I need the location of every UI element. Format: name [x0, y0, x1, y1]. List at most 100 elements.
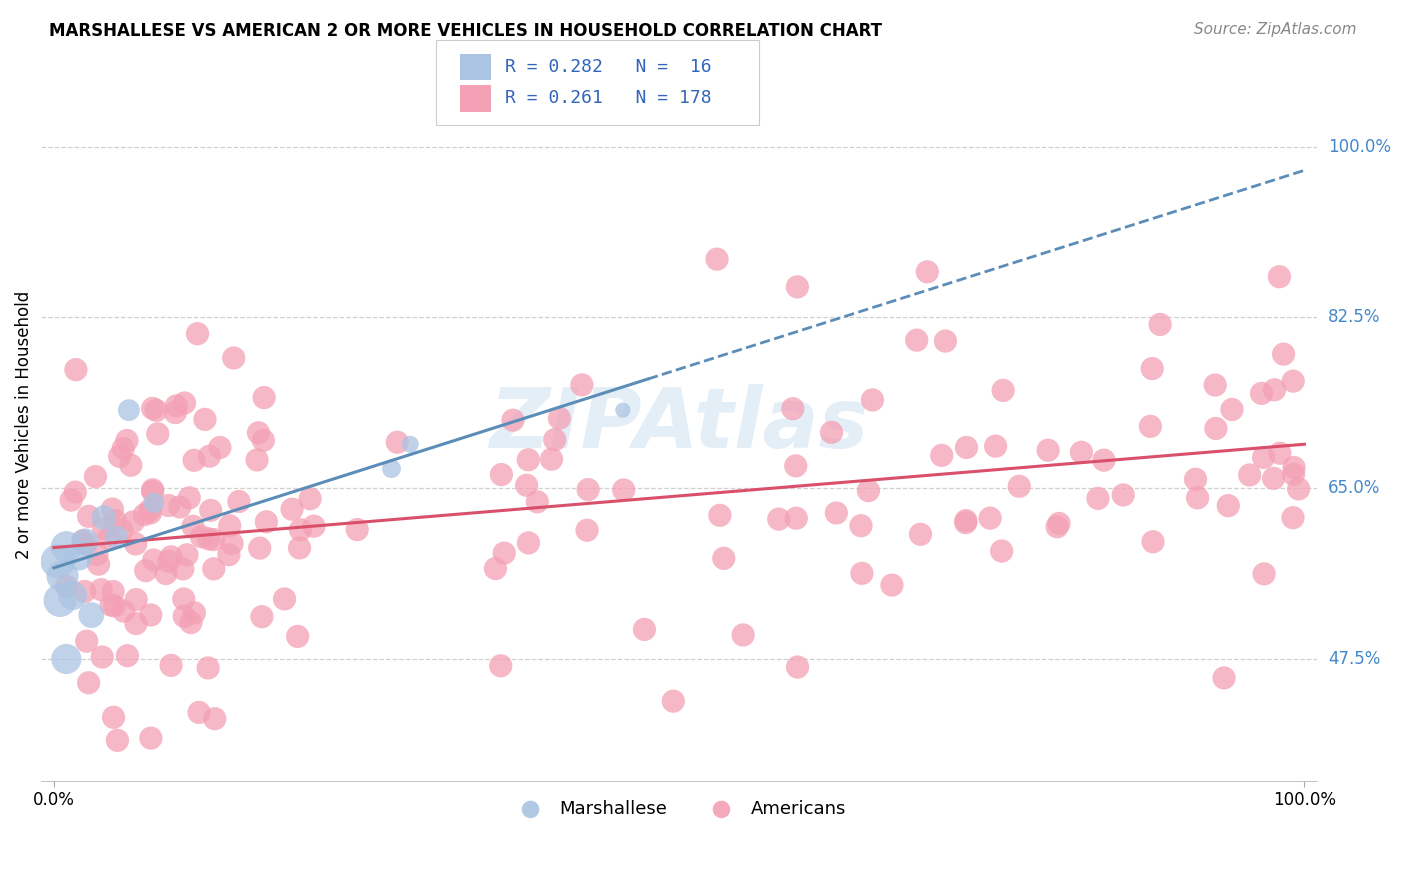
Point — [862, 392, 884, 407]
Point — [142, 483, 165, 497]
Point — [72, 533, 94, 548]
Text: R = 0.261   N = 178: R = 0.261 N = 178 — [505, 89, 711, 107]
Point — [1282, 510, 1305, 524]
Point — [118, 403, 141, 417]
Point — [80, 608, 103, 623]
Point — [252, 434, 274, 448]
Point — [516, 478, 538, 492]
Point — [1149, 318, 1171, 332]
Point — [785, 511, 807, 525]
Point — [135, 564, 157, 578]
Point — [222, 351, 245, 365]
Point — [576, 523, 599, 537]
Point — [139, 607, 162, 622]
Point — [208, 441, 231, 455]
Point — [544, 433, 567, 447]
Point — [910, 527, 932, 541]
Point — [1187, 491, 1209, 505]
Point — [706, 252, 728, 267]
Point — [125, 592, 148, 607]
Point — [955, 514, 977, 528]
Point — [67, 549, 90, 564]
Y-axis label: 2 or more Vehicles in Household: 2 or more Vehicles in Household — [15, 291, 32, 559]
Point — [103, 599, 125, 613]
Point — [55, 579, 77, 593]
Point — [124, 537, 146, 551]
Point — [494, 546, 516, 560]
Point — [851, 566, 873, 581]
Point — [1047, 516, 1070, 531]
Point — [955, 441, 977, 455]
Point — [1239, 467, 1261, 482]
Point — [188, 706, 211, 720]
Text: 65.0%: 65.0% — [1329, 479, 1381, 497]
Point — [84, 469, 107, 483]
Point — [120, 458, 142, 473]
Point — [786, 280, 808, 294]
Point — [820, 425, 842, 440]
Point — [112, 604, 135, 618]
Text: MARSHALLESE VS AMERICAN 2 OR MORE VEHICLES IN HOUSEHOLD CORRELATION CHART: MARSHALLESE VS AMERICAN 2 OR MORE VEHICL… — [49, 22, 882, 40]
Point — [1268, 269, 1291, 284]
Point — [52, 569, 75, 583]
Point — [346, 523, 368, 537]
Point — [1184, 472, 1206, 486]
Point — [103, 584, 125, 599]
Point — [273, 591, 295, 606]
Point — [1263, 471, 1285, 485]
Point — [1253, 450, 1275, 465]
Point — [194, 412, 217, 426]
Point — [288, 541, 311, 555]
Point — [142, 496, 165, 510]
Point — [111, 523, 134, 537]
Point — [160, 658, 183, 673]
Point — [713, 551, 735, 566]
Point — [991, 384, 1014, 398]
Point — [157, 499, 180, 513]
Point — [1263, 383, 1285, 397]
Point — [849, 518, 872, 533]
Point — [489, 658, 512, 673]
Point — [1139, 419, 1161, 434]
Point — [100, 598, 122, 612]
Point — [197, 532, 219, 546]
Point — [1046, 520, 1069, 534]
Point — [173, 591, 195, 606]
Point — [91, 650, 114, 665]
Point — [880, 578, 903, 592]
Point — [733, 628, 755, 642]
Point — [146, 426, 169, 441]
Text: 82.5%: 82.5% — [1329, 309, 1381, 326]
Point — [387, 435, 409, 450]
Point — [169, 500, 191, 514]
Point — [186, 326, 208, 341]
Point — [1213, 671, 1236, 685]
Point — [979, 511, 1001, 525]
Point — [299, 491, 322, 506]
Point — [1205, 421, 1227, 435]
Point — [103, 710, 125, 724]
Point — [1272, 347, 1295, 361]
Point — [190, 530, 212, 544]
Legend: Marshallese, Americans: Marshallese, Americans — [505, 793, 853, 825]
Point — [173, 396, 195, 410]
Point — [1253, 566, 1275, 581]
Point — [60, 493, 83, 508]
Point — [571, 377, 593, 392]
Point — [302, 519, 325, 533]
Point — [165, 399, 187, 413]
Point — [97, 531, 120, 545]
Point — [93, 510, 115, 524]
Point — [200, 503, 222, 517]
Point — [77, 509, 100, 524]
Point — [172, 562, 194, 576]
Point — [931, 449, 953, 463]
Point — [107, 733, 129, 747]
Point — [218, 518, 240, 533]
Point — [73, 584, 96, 599]
Point — [101, 502, 124, 516]
Point — [380, 461, 402, 475]
Text: 47.5%: 47.5% — [1329, 650, 1381, 668]
Point — [204, 712, 226, 726]
Text: R = 0.282   N =  16: R = 0.282 N = 16 — [505, 58, 711, 76]
